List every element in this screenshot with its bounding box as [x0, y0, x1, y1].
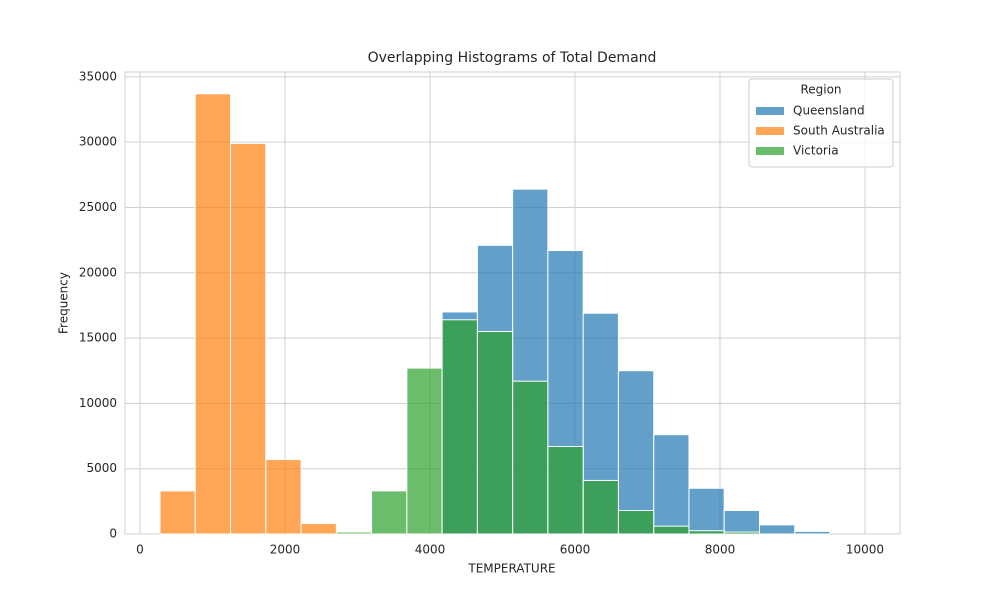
histogram-bar: [230, 142, 267, 535]
y-axis-label: Frequency: [57, 272, 71, 334]
histogram-bar: [758, 524, 796, 535]
histogram-bar: [159, 490, 196, 535]
histogram-bar: [335, 531, 373, 535]
x-tick-label: 2000: [270, 543, 301, 557]
y-tick-label: 25000: [79, 200, 117, 214]
histogram-bar: [617, 509, 655, 535]
histogram-bar: [194, 93, 232, 535]
histogram-bar: [300, 523, 337, 535]
histogram-bar: [723, 509, 760, 535]
histogram-bar: [371, 490, 408, 535]
x-tick-label: 0: [136, 543, 144, 557]
x-tick-label: 6000: [560, 543, 591, 557]
y-tick-label: 20000: [79, 265, 117, 279]
legend-label: Queensland: [793, 104, 865, 118]
legend-swatch: [756, 147, 784, 155]
legend-label: Victoria: [793, 144, 839, 158]
x-axis-label: TEMPERATURE: [467, 562, 555, 576]
histogram-bar: [476, 331, 514, 535]
chart-title: Overlapping Histograms of Total Demand: [368, 50, 657, 66]
histogram-bar: [723, 531, 760, 535]
y-tick-label: 10000: [79, 396, 117, 410]
y-tick-label: 5000: [86, 461, 117, 475]
x-tick-label: 8000: [705, 543, 736, 557]
histogram-bar: [265, 459, 302, 535]
histogram-bar: [406, 367, 443, 535]
y-tick-label: 0: [109, 527, 117, 541]
x-tick-label: 10000: [846, 543, 884, 557]
legend-box: [748, 78, 894, 168]
legend-title: Region: [800, 83, 841, 97]
histogram-bar: [653, 434, 690, 535]
histogram-bar: [582, 479, 619, 535]
histogram-bar: [547, 445, 584, 535]
histogram-bar: [688, 487, 725, 535]
histogram-bar: [688, 530, 725, 535]
y-tick-label: 15000: [79, 331, 117, 345]
histogram-bar: [794, 530, 831, 535]
histogram-bar: [512, 380, 549, 535]
histogram-bar: [441, 319, 478, 535]
legend-label: South Australia: [793, 124, 885, 138]
histogram-bar: [653, 525, 690, 535]
legend-swatch: [756, 127, 784, 135]
x-tick-label: 4000: [415, 543, 446, 557]
legend-swatch: [756, 107, 784, 115]
histogram-bar: [617, 370, 655, 535]
y-tick-label: 35000: [79, 69, 117, 83]
y-tick-label: 30000: [79, 135, 117, 149]
